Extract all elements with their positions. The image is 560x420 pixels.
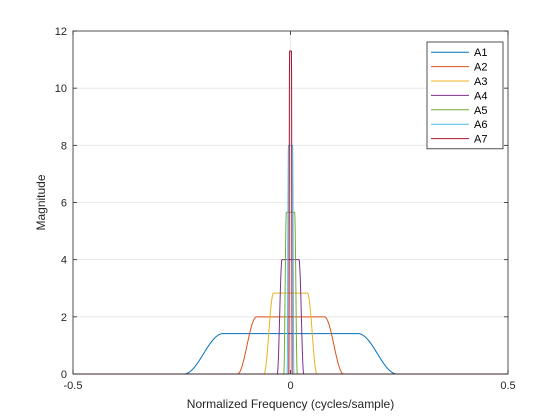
x-tick-label: 0 <box>287 380 293 392</box>
legend-label-a1: A1 <box>474 47 487 59</box>
legend-label-a6: A6 <box>474 119 487 131</box>
y-tick-label: 2 <box>61 312 67 324</box>
legend-label-a7: A7 <box>474 134 487 146</box>
y-tick-label: 8 <box>61 140 67 152</box>
legend-label-a2: A2 <box>474 62 487 74</box>
y-tick-label: 10 <box>55 83 67 95</box>
y-tick-label: 4 <box>61 255 67 267</box>
legend-label-a3: A3 <box>474 76 487 88</box>
legend: A1 A2 A3 A4 A5 A6 A7 <box>426 41 504 150</box>
x-tick-label: -0.5 <box>64 380 83 392</box>
y-tick-label: 12 <box>55 26 67 38</box>
legend-label-a4: A4 <box>474 90 487 102</box>
x-axis-label: Normalized Frequency (cycles/sample) <box>187 397 394 411</box>
y-axis-label: Magnitude <box>34 174 48 230</box>
legend-label-a5: A5 <box>474 105 487 117</box>
y-tick-label: 0 <box>61 369 67 381</box>
y-tick-label: 6 <box>61 198 67 210</box>
x-tick-label: 0.5 <box>500 380 515 392</box>
